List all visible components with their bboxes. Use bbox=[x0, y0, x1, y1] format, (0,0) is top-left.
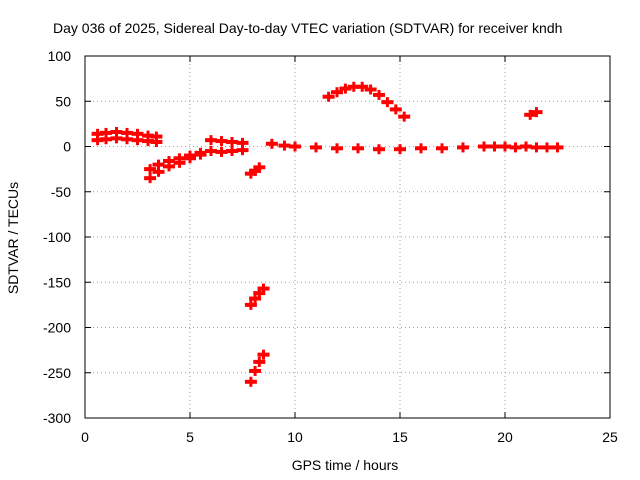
data-point bbox=[144, 173, 157, 184]
data-point bbox=[163, 161, 175, 172]
data-point bbox=[499, 141, 511, 152]
data-point bbox=[226, 146, 238, 157]
y-tick-label: -200 bbox=[43, 320, 71, 336]
data-point bbox=[530, 107, 543, 118]
data-point bbox=[110, 133, 123, 144]
data-point bbox=[215, 136, 228, 147]
data-point bbox=[373, 144, 385, 155]
data-point bbox=[389, 104, 402, 115]
y-tick-label: 0 bbox=[63, 139, 71, 155]
data-point bbox=[509, 142, 522, 153]
x-ticks: 0 5 10 15 20 25 bbox=[81, 56, 618, 445]
y-tick-label: -250 bbox=[43, 365, 71, 381]
x-tick-label: 20 bbox=[497, 429, 513, 445]
data-point bbox=[457, 142, 469, 153]
data-point bbox=[381, 97, 394, 108]
data-point bbox=[415, 143, 427, 154]
data-point bbox=[352, 143, 364, 154]
data-point bbox=[478, 141, 490, 152]
data-point bbox=[520, 141, 532, 152]
data-point bbox=[322, 91, 335, 102]
data-point bbox=[249, 293, 262, 304]
data-point bbox=[144, 164, 157, 175]
y-tick-label: -300 bbox=[43, 410, 71, 426]
data-point bbox=[356, 81, 369, 92]
data-point bbox=[194, 149, 207, 160]
data-point bbox=[364, 84, 377, 95]
y-tick-label: -50 bbox=[51, 184, 71, 200]
data-point bbox=[541, 142, 553, 153]
data-point bbox=[253, 162, 266, 173]
x-tick-label: 5 bbox=[186, 429, 194, 445]
data-point bbox=[331, 87, 343, 98]
data-point bbox=[249, 365, 262, 376]
data-point bbox=[488, 141, 501, 152]
data-point bbox=[121, 134, 133, 145]
data-point bbox=[436, 143, 448, 154]
data-point bbox=[278, 140, 291, 151]
data-point bbox=[152, 166, 165, 177]
data-point bbox=[205, 135, 217, 146]
chart-title: Day 036 of 2025, Sidereal Day-to-day VTE… bbox=[53, 20, 562, 36]
data-point bbox=[530, 142, 543, 153]
data-point bbox=[289, 141, 301, 152]
data-point bbox=[215, 146, 228, 157]
x-tick-label: 10 bbox=[287, 429, 303, 445]
y-ticks: -300 -250 -200 -150 -100 -50 0 50 100 bbox=[43, 48, 610, 426]
y-tick-label: 100 bbox=[48, 48, 72, 64]
y-tick-label: 50 bbox=[55, 93, 71, 109]
data-point bbox=[331, 143, 343, 154]
data-point bbox=[131, 135, 144, 146]
data-point bbox=[244, 376, 257, 387]
y-axis-label: SDTVAR / TECUs bbox=[5, 182, 21, 294]
data-point bbox=[257, 349, 270, 360]
x-tick-label: 0 bbox=[81, 429, 89, 445]
data-point bbox=[184, 153, 196, 164]
data-point bbox=[257, 283, 270, 294]
data-point bbox=[253, 356, 266, 367]
x-axis-label: GPS time / hours bbox=[292, 457, 399, 473]
y-tick-label: -150 bbox=[43, 274, 71, 290]
data-point bbox=[236, 137, 249, 148]
data-point bbox=[394, 144, 406, 155]
data-point bbox=[265, 138, 278, 149]
y-tick-label: -100 bbox=[43, 229, 71, 245]
data-point bbox=[373, 89, 385, 100]
data-point bbox=[244, 299, 257, 310]
data-point bbox=[524, 109, 537, 120]
data-points bbox=[91, 81, 564, 387]
data-point bbox=[173, 157, 186, 168]
x-tick-label: 25 bbox=[602, 429, 618, 445]
data-point bbox=[100, 134, 112, 145]
data-point bbox=[310, 142, 322, 153]
data-point bbox=[150, 136, 163, 147]
data-point bbox=[226, 136, 238, 147]
data-point bbox=[205, 146, 217, 157]
data-point bbox=[551, 142, 564, 153]
data-point bbox=[398, 111, 411, 122]
x-tick-label: 15 bbox=[392, 429, 408, 445]
